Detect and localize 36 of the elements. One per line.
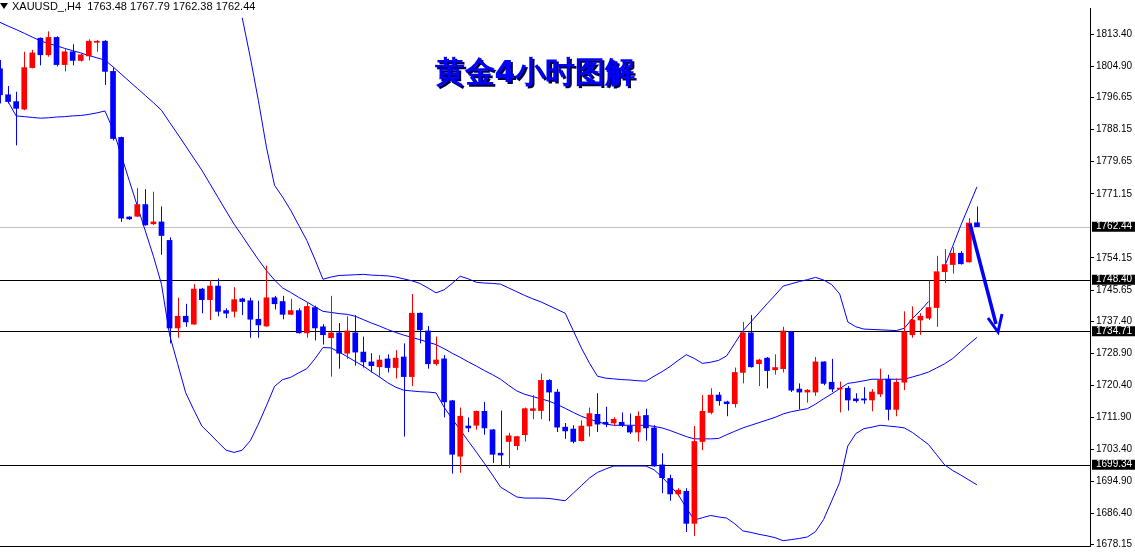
candlestick bbox=[901, 310, 908, 391]
ref-line-label: 1734.71 bbox=[1096, 325, 1133, 337]
y-tick-label: 1737.40 bbox=[1096, 314, 1133, 326]
candlestick bbox=[77, 53, 84, 63]
candlestick bbox=[94, 39, 100, 53]
y-tick-label: 1779.65 bbox=[1096, 155, 1133, 167]
candlestick bbox=[223, 307, 229, 319]
candlestick bbox=[247, 297, 254, 339]
candlestick bbox=[320, 323, 326, 346]
y-tick-label: 1788.15 bbox=[1096, 123, 1133, 135]
candlestick bbox=[449, 399, 455, 475]
y-tick-label: 1711.90 bbox=[1096, 411, 1132, 423]
candlestick bbox=[618, 411, 625, 428]
y-tick-label: 1804.90 bbox=[1096, 60, 1133, 72]
candlestick bbox=[530, 394, 536, 420]
y-tick-label: 1686.40 bbox=[1096, 507, 1133, 519]
y-tick-label: 1694.90 bbox=[1096, 475, 1133, 487]
candlestick bbox=[788, 330, 795, 393]
candlestick bbox=[134, 187, 141, 218]
y-tick-label: 1720.40 bbox=[1096, 379, 1133, 391]
ref-line-label: 1762.44 bbox=[1096, 220, 1133, 232]
y-tick-label: 1728.90 bbox=[1096, 346, 1133, 358]
ref-line-label: 1748.40 bbox=[1096, 273, 1133, 285]
y-tick-label: 1813.40 bbox=[1096, 28, 1133, 40]
y-tick-label: 1745.65 bbox=[1096, 283, 1133, 295]
y-tick-label: 1678.15 bbox=[1096, 538, 1133, 550]
y-tick-label: 1796.65 bbox=[1096, 91, 1133, 103]
candlestick bbox=[231, 286, 237, 318]
annotation: XAUUSD_,H4 1763.48 1767.79 1762.38 1762.44 bbox=[12, 0, 256, 12]
ref-line-label: 1699.34 bbox=[1096, 458, 1133, 470]
text: 黄金4小时图解 bbox=[433, 53, 637, 91]
y-tick-label: 1771.15 bbox=[1096, 187, 1133, 199]
candlestick bbox=[974, 205, 980, 228]
y-tick-label: 1754.15 bbox=[1096, 251, 1133, 263]
y-tick-label: 1703.40 bbox=[1096, 443, 1133, 455]
candlestick bbox=[513, 435, 520, 451]
